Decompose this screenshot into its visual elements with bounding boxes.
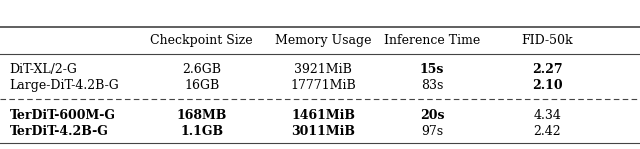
- Text: 16GB: 16GB: [184, 79, 220, 92]
- Text: 2.6GB: 2.6GB: [182, 63, 221, 76]
- Text: 17771MiB: 17771MiB: [291, 79, 356, 92]
- Text: 2.10: 2.10: [532, 79, 563, 92]
- Text: 2.42: 2.42: [533, 125, 561, 138]
- Text: Inference Time: Inference Time: [384, 34, 480, 47]
- Text: Large-DiT-4.2B-G: Large-DiT-4.2B-G: [10, 79, 119, 92]
- Text: 1461MiB: 1461MiB: [291, 109, 355, 122]
- Text: 4.34: 4.34: [533, 109, 561, 122]
- Text: Checkpoint Size: Checkpoint Size: [150, 34, 253, 47]
- Text: 83s: 83s: [421, 79, 443, 92]
- Text: 97s: 97s: [421, 125, 443, 138]
- Text: FID-50k: FID-50k: [522, 34, 573, 47]
- Text: TerDiT-600M-G: TerDiT-600M-G: [10, 109, 116, 122]
- Text: 3011MiB: 3011MiB: [291, 125, 355, 138]
- Text: DiT-XL/2-G: DiT-XL/2-G: [10, 63, 77, 76]
- Text: 2.27: 2.27: [532, 63, 563, 76]
- Text: 1.1GB: 1.1GB: [180, 125, 223, 138]
- Text: TerDiT-4.2B-G: TerDiT-4.2B-G: [10, 125, 108, 138]
- Text: 3921MiB: 3921MiB: [294, 63, 352, 76]
- Text: Memory Usage: Memory Usage: [275, 34, 371, 47]
- Text: 20s: 20s: [420, 109, 444, 122]
- Text: 15s: 15s: [420, 63, 444, 76]
- Text: 168MB: 168MB: [177, 109, 227, 122]
